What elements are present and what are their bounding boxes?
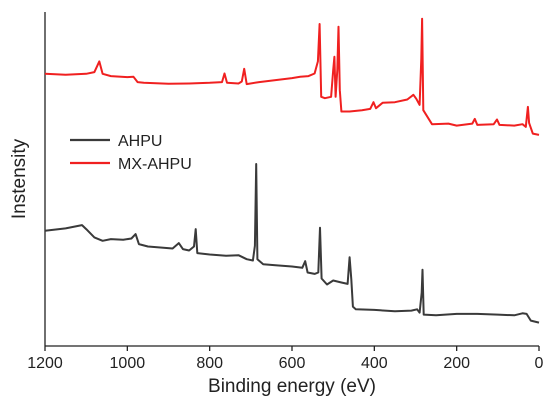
series-layer: [44, 17, 540, 324]
series-line-mx-ahpu: [44, 17, 540, 136]
x-tick-label: 200: [443, 355, 470, 372]
x-ticks: 1200 1000 800 600 400 200 0: [27, 346, 544, 372]
x-tick-label: 600: [279, 355, 306, 372]
x-tick-label: 400: [361, 355, 388, 372]
legend-label: AHPU: [118, 133, 162, 150]
y-axis-label: Instensity: [9, 138, 30, 219]
x-tick-label: 1200: [27, 355, 63, 372]
x-axis-label: Binding energy (eV): [208, 376, 376, 397]
legend: AHPU MX-AHPU: [70, 133, 192, 173]
plot-frame: [44, 12, 539, 347]
series-line-ahpu: [44, 163, 540, 324]
x-tick-label: 1000: [110, 355, 146, 372]
x-tick-label: 0: [535, 355, 544, 372]
x-tick-label: 800: [196, 355, 223, 372]
legend-label: MX-AHPU: [118, 156, 192, 173]
